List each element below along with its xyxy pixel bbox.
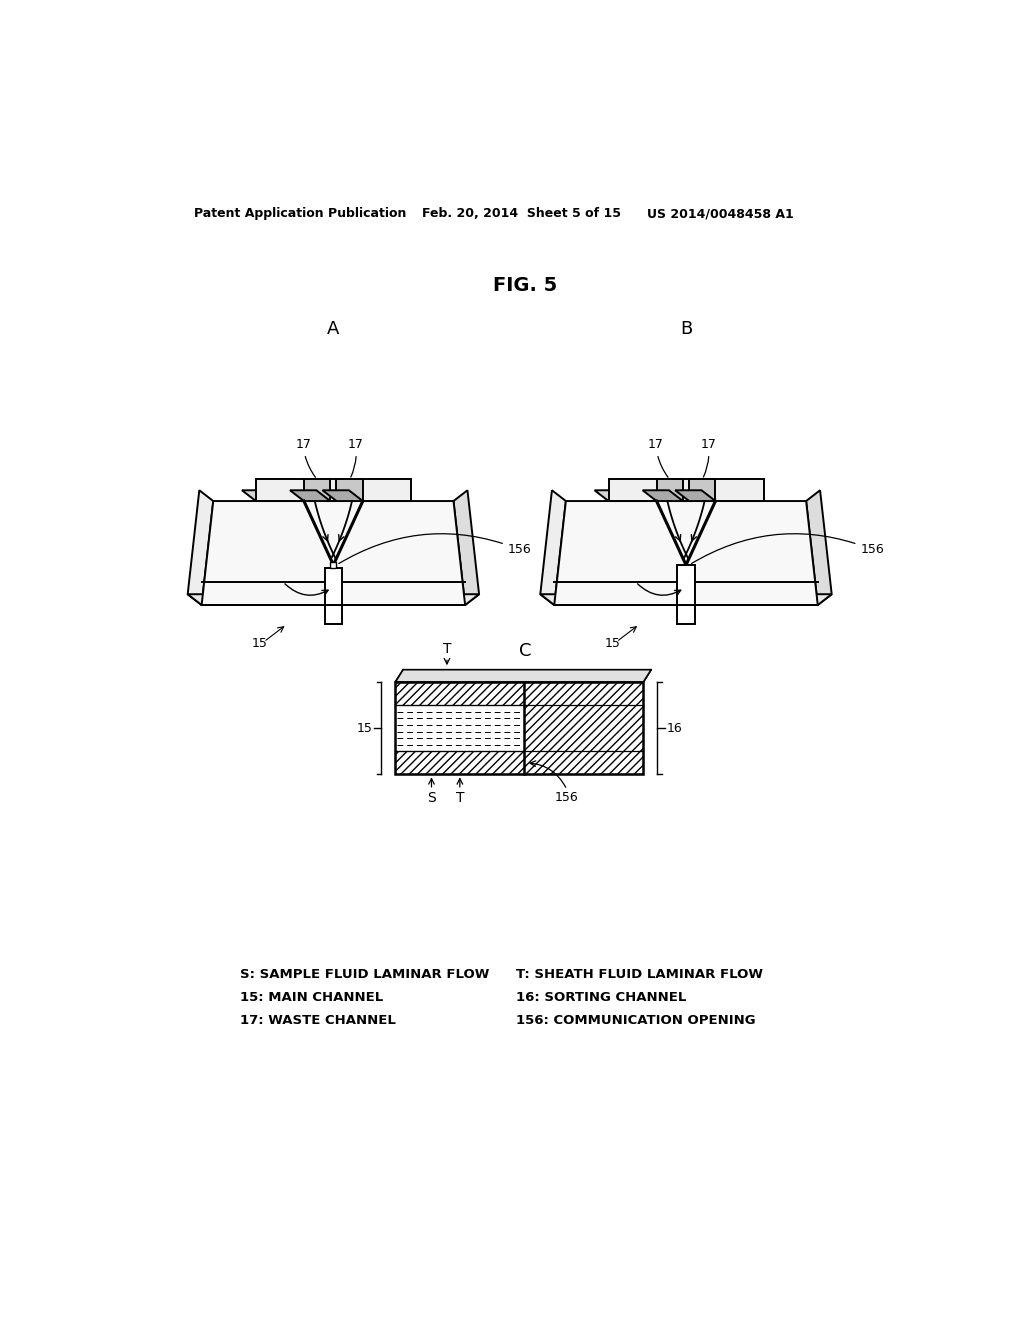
- Polygon shape: [643, 490, 683, 502]
- Text: 15: MAIN CHANNEL: 15: MAIN CHANNEL: [241, 991, 384, 1005]
- Bar: [524, 682, 643, 775]
- Text: 15: 15: [604, 638, 621, 649]
- Polygon shape: [806, 490, 831, 605]
- Text: T: SHEATH FLUID LAMINAR FLOW: T: SHEATH FLUID LAMINAR FLOW: [515, 968, 763, 981]
- Bar: [325, 568, 342, 605]
- Polygon shape: [290, 490, 331, 502]
- Text: T: T: [442, 642, 452, 656]
- Polygon shape: [202, 502, 465, 605]
- Text: T: T: [456, 792, 464, 805]
- Polygon shape: [608, 479, 764, 502]
- Polygon shape: [689, 479, 716, 502]
- Text: A: A: [328, 321, 340, 338]
- Polygon shape: [187, 594, 479, 605]
- Text: 15: 15: [356, 722, 373, 735]
- Text: Patent Application Publication: Patent Application Publication: [194, 207, 407, 220]
- Polygon shape: [541, 594, 831, 605]
- Text: 17: 17: [700, 438, 717, 477]
- FancyArrowPatch shape: [285, 583, 328, 595]
- Text: S: S: [427, 792, 436, 805]
- Polygon shape: [541, 490, 566, 605]
- Polygon shape: [595, 490, 656, 502]
- Text: Feb. 20, 2014  Sheet 5 of 15: Feb. 20, 2014 Sheet 5 of 15: [423, 207, 622, 220]
- Text: FIG. 5: FIG. 5: [493, 276, 557, 294]
- Polygon shape: [187, 490, 213, 605]
- Polygon shape: [701, 490, 764, 502]
- Text: 156: COMMUNICATION OPENING: 156: COMMUNICATION OPENING: [515, 1014, 755, 1027]
- Polygon shape: [656, 479, 683, 502]
- Bar: [395, 682, 643, 775]
- Polygon shape: [395, 669, 651, 682]
- Text: 17: 17: [348, 438, 364, 477]
- FancyArrowPatch shape: [638, 583, 681, 595]
- Text: C: C: [518, 643, 531, 660]
- Polygon shape: [337, 479, 362, 502]
- Polygon shape: [554, 502, 818, 605]
- Polygon shape: [304, 479, 331, 502]
- Polygon shape: [454, 490, 479, 605]
- Bar: [524, 682, 643, 775]
- Polygon shape: [349, 490, 411, 502]
- Text: US 2014/0048458 A1: US 2014/0048458 A1: [647, 207, 794, 220]
- Bar: [331, 562, 337, 568]
- Text: 17: 17: [648, 438, 668, 478]
- Text: S: SAMPLE FLUID LAMINAR FLOW: S: SAMPLE FLUID LAMINAR FLOW: [241, 968, 489, 981]
- Text: 15: 15: [252, 638, 267, 649]
- Bar: [678, 605, 694, 624]
- Text: 17: 17: [295, 438, 315, 478]
- Text: 156: 156: [339, 533, 531, 564]
- Polygon shape: [323, 490, 362, 502]
- Bar: [678, 565, 694, 605]
- Text: 156: 156: [555, 792, 579, 804]
- Polygon shape: [256, 479, 411, 502]
- Bar: [395, 751, 524, 775]
- Text: 156: 156: [691, 533, 884, 564]
- Text: B: B: [680, 321, 692, 338]
- Bar: [325, 605, 342, 624]
- Polygon shape: [675, 490, 716, 502]
- Text: 16: 16: [667, 722, 682, 735]
- Polygon shape: [242, 490, 304, 502]
- Polygon shape: [669, 490, 689, 502]
- Text: 17: WASTE CHANNEL: 17: WASTE CHANNEL: [241, 1014, 396, 1027]
- Text: 16: SORTING CHANNEL: 16: SORTING CHANNEL: [515, 991, 686, 1005]
- Bar: [395, 682, 524, 705]
- Polygon shape: [316, 490, 337, 502]
- Bar: [395, 682, 524, 775]
